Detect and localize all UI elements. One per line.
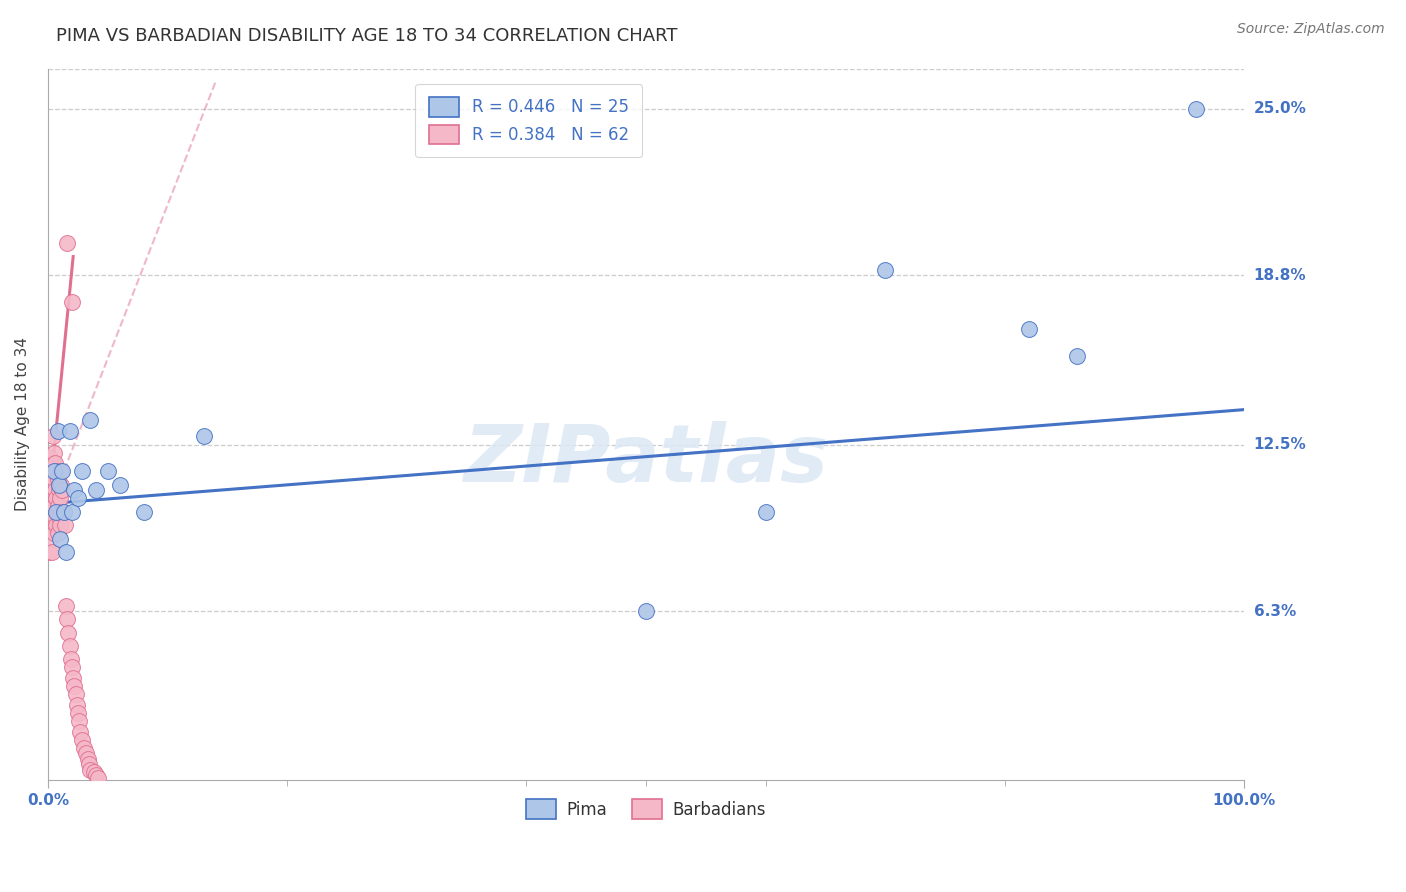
Point <box>84 483 107 498</box>
Text: PIMA VS BARBADIAN DISABILITY AGE 18 TO 34 CORRELATION CHART: PIMA VS BARBADIAN DISABILITY AGE 18 TO 3… <box>56 27 678 45</box>
Point <box>51 464 73 478</box>
Point <box>49 491 72 506</box>
Point <box>49 532 72 546</box>
Point <box>38 491 60 506</box>
Point <box>41 464 63 478</box>
Point <box>69 725 91 739</box>
Point <box>76 752 98 766</box>
Point <box>634 604 657 618</box>
Text: 25.0%: 25.0% <box>1254 102 1306 116</box>
Point <box>1066 349 1088 363</box>
Point <box>41 491 63 506</box>
Point <box>875 263 897 277</box>
Point <box>42 483 65 498</box>
Point <box>73 741 96 756</box>
Point <box>44 510 66 524</box>
Point <box>70 733 93 747</box>
Point <box>87 771 110 785</box>
Point <box>42 526 65 541</box>
Point <box>55 599 77 613</box>
Point <box>755 505 778 519</box>
Point <box>66 698 89 712</box>
Point <box>53 518 76 533</box>
Point <box>42 464 65 478</box>
Point <box>58 424 80 438</box>
Point <box>49 518 72 533</box>
Point <box>55 545 77 559</box>
Point <box>1185 102 1208 116</box>
Point <box>45 491 67 506</box>
Point <box>45 505 67 519</box>
Text: 12.5%: 12.5% <box>1254 437 1306 452</box>
Legend: Pima, Barbadians: Pima, Barbadians <box>520 793 772 825</box>
Point <box>63 483 86 498</box>
Point <box>65 687 87 701</box>
Point <box>45 464 67 478</box>
Point <box>38 545 60 559</box>
Point <box>79 763 101 777</box>
Point <box>42 473 65 487</box>
Point <box>56 612 79 626</box>
Point <box>77 757 100 772</box>
Text: Source: ZipAtlas.com: Source: ZipAtlas.com <box>1237 22 1385 37</box>
Point <box>84 768 107 782</box>
Text: 6.3%: 6.3% <box>1254 604 1296 618</box>
Point <box>46 473 69 487</box>
Point <box>52 505 75 519</box>
Text: ZIPatlas: ZIPatlas <box>464 421 828 499</box>
Point <box>39 450 62 465</box>
Point <box>59 652 82 666</box>
Y-axis label: Disability Age 18 to 34: Disability Age 18 to 34 <box>15 337 30 511</box>
Point <box>42 429 65 443</box>
Point <box>66 491 89 506</box>
Point <box>39 478 62 492</box>
Point <box>56 236 79 251</box>
Point <box>42 456 65 470</box>
Point <box>48 478 70 492</box>
Point <box>51 505 73 519</box>
Point <box>108 478 131 492</box>
Point <box>39 505 62 519</box>
Point <box>193 429 215 443</box>
Point <box>58 639 80 653</box>
Point <box>46 424 69 438</box>
Point <box>44 483 66 498</box>
Point <box>46 500 69 514</box>
Point <box>48 510 70 524</box>
Point <box>42 445 65 459</box>
Point <box>79 413 101 427</box>
Point <box>60 505 83 519</box>
Point <box>60 660 83 674</box>
Point <box>44 456 66 470</box>
Point <box>52 505 75 519</box>
Point <box>75 747 97 761</box>
Point <box>66 706 89 720</box>
Point <box>45 518 67 533</box>
Point <box>51 483 73 498</box>
Point <box>49 464 72 478</box>
Point <box>97 464 120 478</box>
Point <box>38 518 60 533</box>
Point <box>42 500 65 514</box>
Point <box>63 679 86 693</box>
Point <box>46 526 69 541</box>
Point <box>132 505 155 519</box>
Point <box>83 765 105 780</box>
Point <box>67 714 90 729</box>
Point <box>58 625 80 640</box>
Point <box>1018 322 1040 336</box>
Point <box>41 518 63 533</box>
Point <box>51 478 73 492</box>
Point <box>70 464 93 478</box>
Point <box>60 295 83 310</box>
Text: 18.8%: 18.8% <box>1254 268 1306 283</box>
Point <box>62 671 84 685</box>
Point <box>39 532 62 546</box>
Point <box>48 483 70 498</box>
Point <box>41 545 63 559</box>
Point <box>42 510 65 524</box>
